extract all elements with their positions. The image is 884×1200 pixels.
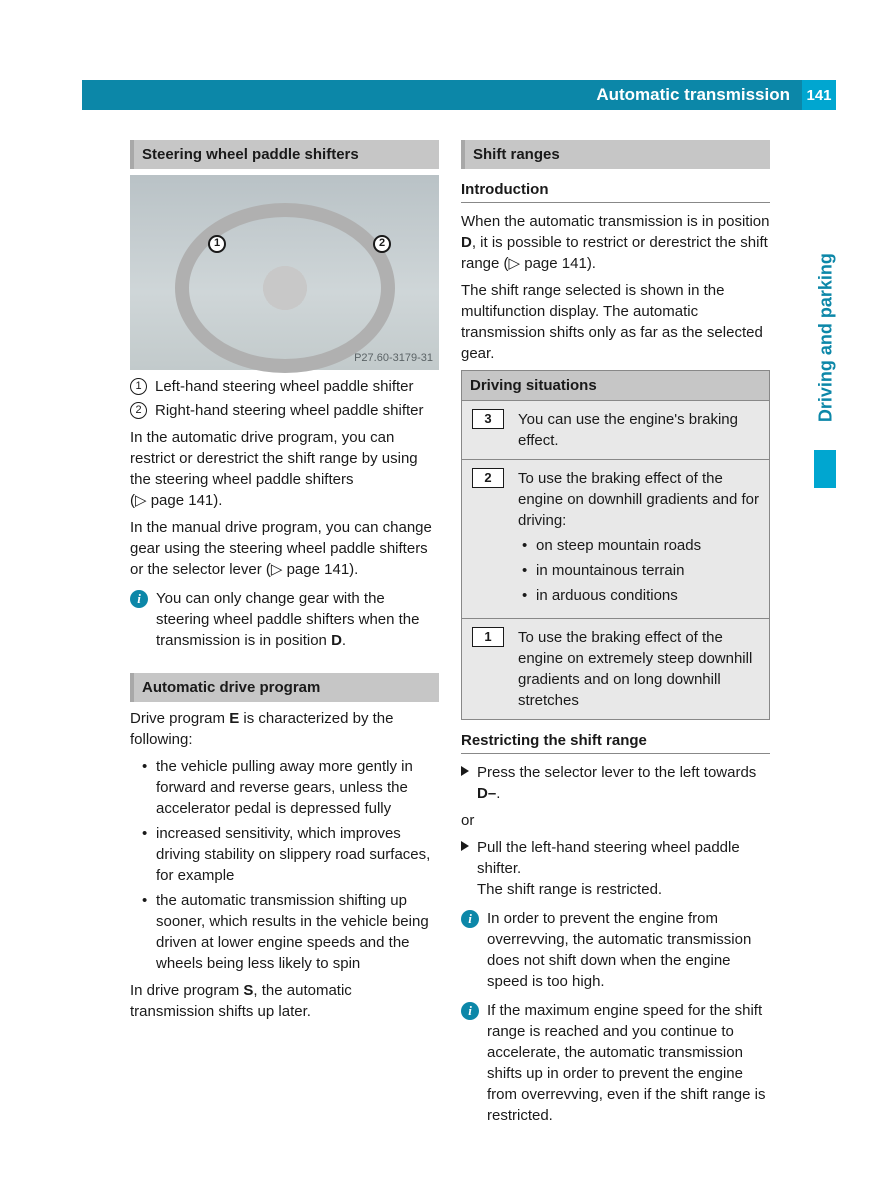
image-callout-2: 2 <box>373 235 391 253</box>
txt: Press the selector lever to the left tow… <box>477 764 756 781</box>
info-icon: i <box>130 590 148 608</box>
intro-p2: The shift range selected is shown in the… <box>461 280 770 364</box>
txt: . <box>496 785 500 802</box>
txt: When the automatic transmission is in po… <box>461 213 769 230</box>
info-note-overrev-2: i If the maximum engine speed for the sh… <box>461 1000 770 1126</box>
info-icon: i <box>461 1002 479 1020</box>
bold: D <box>461 234 472 251</box>
content-area: Steering wheel paddle shifters 1 2 P27.6… <box>130 140 770 1134</box>
list-item: on steep mountain roads <box>522 535 761 556</box>
desc-cell: You can use the engine's braking effect. <box>514 401 769 459</box>
paragraph-auto-program: In the automatic drive program, you can … <box>130 427 439 511</box>
step-text: Press the selector lever to the left tow… <box>477 762 770 804</box>
page-ref: ▷ page 141 <box>509 255 587 272</box>
callout-item-1: 1 Left-hand steering wheel paddle shifte… <box>130 376 439 397</box>
page-header: Automatic transmission <box>82 80 802 110</box>
gear-2-icon: 2 <box>472 468 504 488</box>
desc-cell: To use the braking effect of the engine … <box>514 619 769 719</box>
info-text: You can only change gear with the steeri… <box>156 588 439 651</box>
heading-auto-drive-program: Automatic drive program <box>130 673 439 702</box>
gear-cell: 1 <box>462 619 514 719</box>
page-ref: ▷ page 141 <box>135 492 213 509</box>
txt: Drive program <box>130 710 229 727</box>
info-icon: i <box>461 910 479 928</box>
sub-bullets: on steep mountain roads in mountainous t… <box>522 535 761 606</box>
list-item: the vehicle pulling away more gently in … <box>142 756 439 819</box>
steering-wheel-image: 1 2 P27.60-3179-31 <box>130 175 439 370</box>
info-note-paddle: i You can only change gear with the stee… <box>130 588 439 651</box>
gear-cell: 3 <box>462 401 514 459</box>
driving-situations-table: Driving situations 3 You can use the eng… <box>461 370 770 720</box>
step-text: Pull the left-hand steering wheel paddle… <box>477 837 770 900</box>
gear-1-icon: 1 <box>472 627 504 647</box>
table-row: 1 To use the braking effect of the engin… <box>462 619 769 719</box>
paragraph-manual-program: In the manual drive program, you can cha… <box>130 517 439 580</box>
heading-shift-ranges: Shift ranges <box>461 140 770 169</box>
gear-3-icon: 3 <box>472 409 504 429</box>
paragraph-program-e: Drive program E is characterized by the … <box>130 708 439 750</box>
txt: In drive program <box>130 982 243 999</box>
bold: S <box>243 982 253 999</box>
side-tab-marker <box>814 450 836 488</box>
intro-p1: When the automatic transmission is in po… <box>461 211 770 274</box>
subheading-restricting: Restricting the shift range <box>461 730 770 754</box>
table-row: 2 To use the braking effect of the engin… <box>462 460 769 619</box>
txt: , it is possible to restrict or derestri… <box>461 234 768 272</box>
bold: D <box>331 632 342 649</box>
list-item: increased sensitivity, which improves dr… <box>142 823 439 886</box>
txt: . <box>342 632 346 649</box>
list-item: in mountainous terrain <box>522 560 761 581</box>
circled-2-icon: 2 <box>130 402 147 419</box>
side-tab-label: Driving and parking <box>813 243 838 433</box>
txt: Pull the left-hand steering wheel paddle… <box>477 839 740 877</box>
left-column: Steering wheel paddle shifters 1 2 P27.6… <box>130 140 439 1134</box>
list-item: the automatic transmission shifting up s… <box>142 890 439 974</box>
image-callout-1: 1 <box>208 235 226 253</box>
right-column: Shift ranges Introduction When the autom… <box>461 140 770 1134</box>
or-separator: or <box>461 810 770 831</box>
txt: ). <box>349 561 358 578</box>
info-text: If the maximum engine speed for the shif… <box>487 1000 770 1126</box>
circled-1-icon: 1 <box>130 378 147 395</box>
image-reference-code: P27.60-3179-31 <box>354 351 433 366</box>
txt: ). <box>213 492 222 509</box>
txt: You can only change gear with the steeri… <box>156 590 420 649</box>
bold: E <box>229 710 239 727</box>
subheading-introduction: Introduction <box>461 179 770 203</box>
triangle-bullet-icon <box>461 766 469 776</box>
page-number: 141 <box>802 80 836 110</box>
txt: The shift range is restricted. <box>477 881 662 898</box>
heading-paddle-shifters: Steering wheel paddle shifters <box>130 140 439 169</box>
table-heading: Driving situations <box>462 371 769 401</box>
list-item: in arduous conditions <box>522 585 761 606</box>
instruction-step-2: Pull the left-hand steering wheel paddle… <box>461 837 770 900</box>
header-title: Automatic transmission <box>596 83 790 107</box>
table-row: 3 You can use the engine's braking effec… <box>462 401 769 460</box>
desc-cell: To use the braking effect of the engine … <box>514 460 769 618</box>
wheel-graphic <box>175 203 395 373</box>
bold: D– <box>477 785 496 802</box>
gear-cell: 2 <box>462 460 514 618</box>
instruction-step-1: Press the selector lever to the left tow… <box>461 762 770 804</box>
triangle-bullet-icon <box>461 841 469 851</box>
callout-2-text: Right-hand steering wheel paddle shifter <box>155 400 424 421</box>
txt: To use the braking effect of the engine … <box>518 470 759 529</box>
txt: ). <box>587 255 596 272</box>
program-e-bullets: the vehicle pulling away more gently in … <box>142 756 439 974</box>
page-ref: ▷ page 141 <box>271 561 349 578</box>
paragraph-program-s: In drive program S, the automatic transm… <box>130 980 439 1022</box>
callout-item-2: 2 Right-hand steering wheel paddle shift… <box>130 400 439 421</box>
info-note-overrev-1: i In order to prevent the engine from ov… <box>461 908 770 992</box>
info-text: In order to prevent the engine from over… <box>487 908 770 992</box>
callout-1-text: Left-hand steering wheel paddle shifter <box>155 376 414 397</box>
